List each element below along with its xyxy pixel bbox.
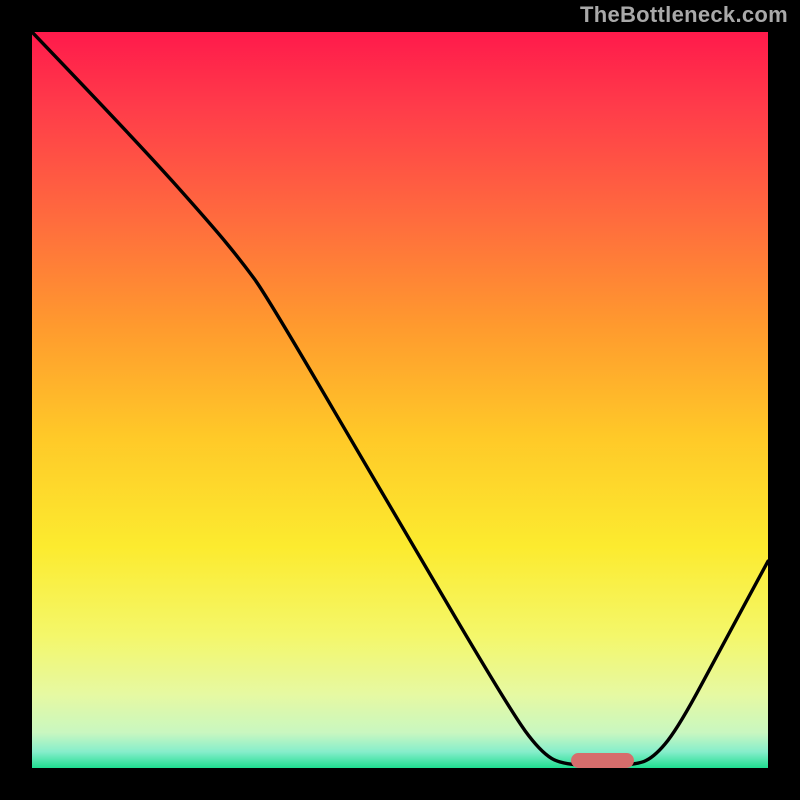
gradient-background — [32, 32, 768, 768]
chart-svg — [32, 32, 768, 768]
watermark-text: TheBottleneck.com — [580, 2, 788, 28]
chart-area — [32, 32, 768, 768]
optimum-marker — [571, 753, 634, 768]
